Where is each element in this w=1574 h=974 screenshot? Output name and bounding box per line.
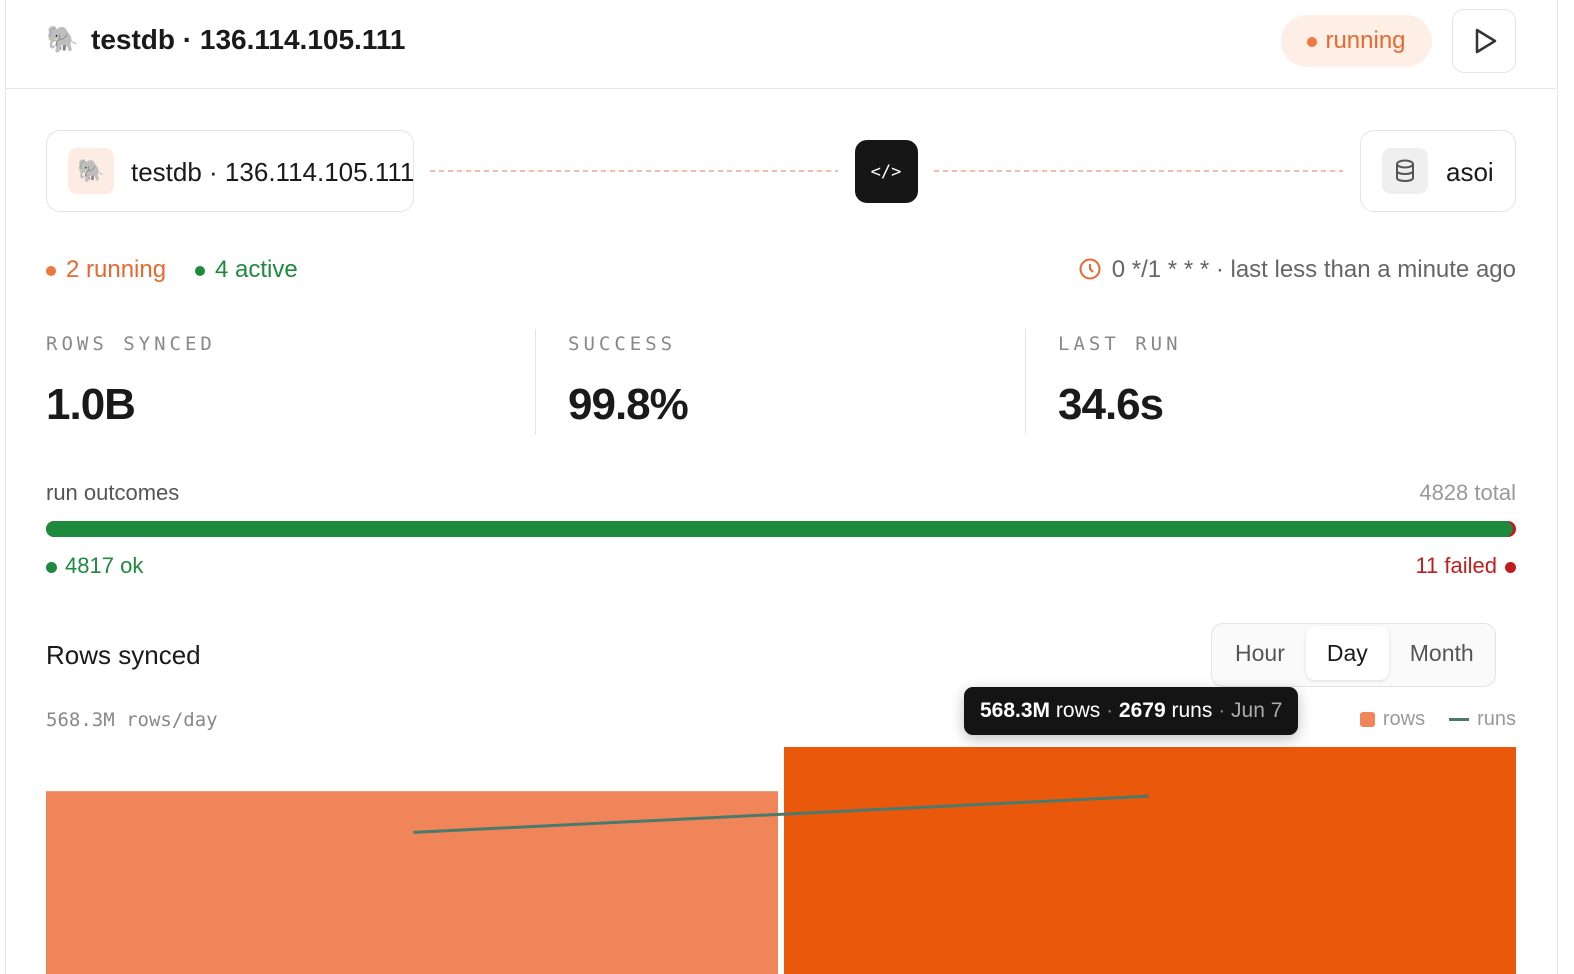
tooltip-date: Jun 7	[1231, 699, 1283, 722]
legend: rows runs	[1336, 708, 1516, 731]
ok-label: ok	[120, 553, 144, 578]
destination-icon	[1382, 148, 1428, 194]
play-icon	[1475, 28, 1497, 54]
source-card[interactable]: 🐘 testdb · 136.114.105.111	[46, 130, 414, 212]
legend-item: rows	[1359, 708, 1426, 730]
failed-legend: 11 failed	[1415, 553, 1516, 579]
running-count: 2 running	[46, 256, 166, 284]
db-icon: 🐘	[46, 24, 79, 54]
stat-label: SUCCESS	[568, 333, 677, 355]
ok-legend: 4817 ok	[46, 553, 143, 579]
panel	[5, 0, 1558, 974]
axis-label: 568.3M rows/day	[46, 709, 218, 731]
svg-text:</>: </>	[871, 162, 902, 182]
running-text: 2 running	[66, 256, 167, 283]
chart	[46, 747, 1516, 974]
destination-card[interactable]: asoi	[1360, 130, 1516, 212]
stat-value: 1.0B	[46, 380, 136, 429]
tooltip: 568.3M rows · 2679 runs · Jun 7	[964, 687, 1299, 735]
stat-divider	[535, 329, 536, 435]
failed-label: failed	[1444, 553, 1497, 578]
stat-label: LAST RUN	[1058, 333, 1182, 355]
schedule: 0 */1 * * * · last less than a minute ag…	[1078, 256, 1516, 284]
status: running	[1325, 27, 1406, 54]
outcomes-title: run outcomes	[46, 480, 180, 505]
period-option[interactable]: Hour	[1235, 640, 1285, 666]
period-option[interactable]: Month	[1409, 640, 1474, 666]
stat-value: 34.6s	[1058, 380, 1164, 429]
failed-value: 11	[1415, 553, 1439, 578]
legend-label: runs	[1477, 708, 1516, 730]
tooltip-runs: 2679	[1118, 699, 1166, 722]
period-option[interactable]: Day	[1305, 626, 1389, 680]
stat-value: 99.8%	[568, 380, 689, 429]
divider	[5, 88, 1556, 89]
tooltip-rows: 568.3M	[980, 699, 1051, 722]
header-title: testdb · 136.114.105.111	[91, 24, 406, 55]
source-name: testdb · 136.114.105.111	[131, 157, 415, 187]
active-text: 4 active	[215, 256, 298, 283]
schedule-text: 0 */1 * * * · last less than a minute ag…	[1111, 256, 1516, 283]
total-value: 4828	[1419, 480, 1469, 505]
outcomes-total: 4828 total	[1419, 480, 1516, 506]
legend-swatch	[1359, 712, 1375, 728]
stat-label: ROWS SYNCED	[46, 333, 216, 355]
tooltip-rows-unit: rows	[1055, 699, 1101, 722]
connector: </>	[430, 140, 1343, 203]
total-label: total	[1474, 480, 1516, 505]
legend-item: runs	[1449, 708, 1516, 730]
period-toggle: Hour Day Month	[1211, 623, 1496, 687]
chart-title: Rows synced	[46, 640, 201, 670]
runs-line	[413, 794, 1149, 834]
active-count: 4 active	[195, 256, 298, 284]
run-button[interactable]	[1452, 9, 1516, 73]
ok-value: 4817	[65, 553, 114, 578]
ok-segment	[46, 521, 1513, 537]
source-icon: 🐘	[68, 148, 114, 194]
bar	[784, 747, 1516, 974]
stat-divider	[1025, 329, 1026, 435]
legend-label: rows	[1382, 708, 1426, 730]
tooltip-runs-unit: runs	[1171, 699, 1213, 722]
status-badge: running	[1281, 15, 1432, 67]
outcome-bar	[46, 521, 1516, 537]
destination-name: asoi	[1446, 157, 1494, 187]
legend-swatch	[1449, 718, 1470, 722]
